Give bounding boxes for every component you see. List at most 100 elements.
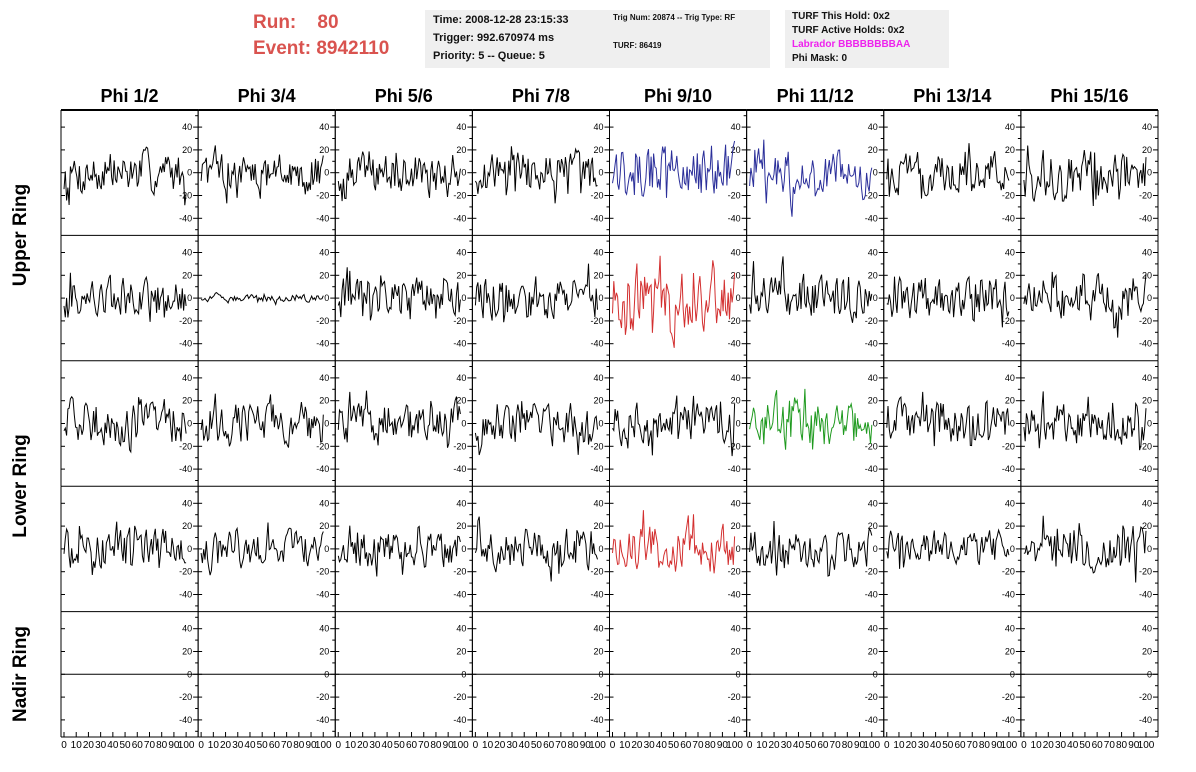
- x-tick-label: 60: [406, 740, 418, 751]
- y-tick-label: -20: [728, 567, 741, 577]
- y-tick-label: 40: [868, 624, 878, 634]
- y-tick-label: -40: [728, 590, 741, 600]
- x-tick-label: 100: [589, 740, 606, 751]
- y-tick-label: -20: [179, 441, 192, 451]
- y-tick-label: -20: [453, 316, 466, 326]
- y-tick-label: 20: [1005, 396, 1015, 406]
- x-tick-label: 90: [1128, 740, 1140, 751]
- x-tick-label: 70: [1104, 740, 1116, 751]
- waveform-trace: [474, 401, 598, 456]
- y-tick-label: 20: [868, 270, 878, 280]
- run-line: Run: 80: [253, 10, 389, 36]
- column-header: Phi 11/12: [776, 86, 854, 106]
- y-tick-label: -40: [728, 464, 741, 474]
- x-tick-label: 50: [1079, 740, 1091, 751]
- y-tick-label: 40: [1005, 122, 1015, 132]
- y-tick-label: -40: [179, 464, 192, 474]
- y-tick-label: -20: [1139, 567, 1152, 577]
- y-tick-label: -40: [590, 339, 603, 349]
- y-tick-label: 20: [1005, 270, 1015, 280]
- y-tick-label: 20: [1142, 396, 1152, 406]
- x-tick-label: 20: [768, 740, 780, 751]
- x-tick-label: 50: [668, 740, 680, 751]
- phi-mask-text: Phi Mask: 0: [792, 53, 848, 64]
- waveform-trace: [200, 145, 324, 204]
- y-tick-label: 20: [1142, 270, 1152, 280]
- x-tick-label: 0: [610, 740, 616, 751]
- y-tick-label: 40: [593, 498, 603, 508]
- y-tick-label: -40: [1139, 213, 1152, 223]
- waveform-trace: [1023, 145, 1147, 207]
- y-tick-label: -40: [316, 464, 329, 474]
- y-tick-label: -40: [1002, 715, 1015, 725]
- y-tick-label: 0: [324, 168, 329, 178]
- y-tick-label: -40: [1139, 715, 1152, 725]
- y-tick-label: 20: [182, 145, 192, 155]
- y-tick-label: -20: [728, 316, 741, 326]
- run-event-header: Run: 80 Event: 8942110: [253, 10, 389, 62]
- run-value: 80: [317, 12, 339, 33]
- y-tick-label: 40: [319, 373, 329, 383]
- y-tick-label: 20: [731, 521, 741, 531]
- y-tick-label: 20: [456, 145, 466, 155]
- x-tick-label: 50: [394, 740, 406, 751]
- y-tick-label: -20: [865, 316, 878, 326]
- waveform-trace: [200, 522, 324, 576]
- x-tick-label: 80: [1116, 740, 1128, 751]
- waveform-panel: 40 20 0 -20 -40: [883, 234, 1022, 361]
- waveform-trace: [749, 388, 873, 450]
- waveform-panel: 40 20 0 -20 -40: [1020, 234, 1159, 361]
- column-header: Phi 15/16: [1050, 86, 1129, 106]
- y-tick-label: 20: [456, 647, 466, 657]
- y-tick-label: -20: [590, 692, 603, 702]
- waveform-trace: [63, 521, 187, 576]
- x-tick-label: 40: [244, 740, 256, 751]
- y-tick-label: 0: [873, 168, 878, 178]
- waveform-panel: 40 20 0 -20 -40: [883, 360, 1022, 487]
- y-tick-label: 0: [324, 544, 329, 554]
- waveform-panel: 40 20 0 -20 -40: [746, 234, 885, 361]
- y-tick-label: -20: [728, 692, 741, 702]
- y-tick-label: -20: [590, 441, 603, 451]
- y-tick-label: 40: [319, 122, 329, 132]
- y-tick-label: 40: [731, 624, 741, 634]
- waveform-panel: 40 20 0 -20 -40: [609, 485, 748, 612]
- y-tick-label: 0: [1147, 168, 1152, 178]
- x-tick-label: 70: [967, 740, 979, 751]
- waveform-trace: [612, 255, 736, 348]
- x-tick-label: 0: [884, 740, 890, 751]
- x-tick-label: 30: [918, 740, 930, 751]
- y-tick-label: -40: [179, 590, 192, 600]
- y-tick-label: 0: [187, 293, 192, 303]
- x-tick-label: 80: [705, 740, 717, 751]
- waveform-panel: 40 20 0 -20 -40: [1020, 485, 1159, 612]
- x-tick-label: 90: [580, 740, 592, 751]
- y-tick-label: -40: [179, 715, 192, 725]
- y-tick-label: 0: [598, 544, 603, 554]
- column-header: Phi 7/8: [511, 86, 570, 106]
- waveform-trace: [337, 267, 461, 321]
- x-tick-label: 100: [1001, 740, 1018, 751]
- waveform-trace: [749, 256, 873, 323]
- waveform-panel: 40 20 0 -20 -40: [60, 234, 199, 361]
- column-header: Phi 9/10: [644, 86, 713, 106]
- x-tick-label: 10: [756, 740, 768, 751]
- y-tick-label: 20: [731, 647, 741, 657]
- y-tick-label: 20: [1005, 145, 1015, 155]
- x-tick-label: 80: [430, 740, 442, 751]
- y-tick-label: -20: [453, 692, 466, 702]
- waveform-trace: [63, 395, 187, 454]
- x-tick-label: 60: [132, 740, 144, 751]
- y-tick-label: -20: [1002, 567, 1015, 577]
- waveform-trace: [474, 516, 598, 582]
- y-tick-label: 0: [598, 168, 603, 178]
- x-tick-label: 80: [979, 740, 991, 751]
- y-tick-label: -40: [590, 590, 603, 600]
- y-tick-label: -40: [590, 715, 603, 725]
- y-tick-label: 20: [182, 647, 192, 657]
- y-tick-label: 0: [598, 419, 603, 429]
- y-tick-label: -20: [728, 441, 741, 451]
- column-header: Phi 5/6: [374, 86, 433, 106]
